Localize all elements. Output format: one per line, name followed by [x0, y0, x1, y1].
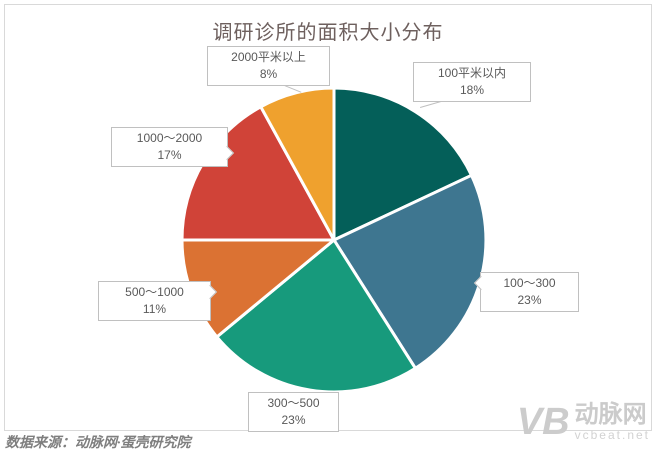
pie-label-percent: 23% — [517, 293, 542, 307]
pie-label-percent: 11% — [142, 302, 167, 316]
pie-slice[interactable] — [259, 86, 336, 242]
pie-label-2000-and-above: 2000平米以上 8% — [207, 46, 330, 86]
watermark-brand: 动脉网 — [574, 401, 647, 428]
pie-label-percent: 17% — [157, 148, 182, 162]
pie-label-text: 500～1000 — [125, 285, 184, 299]
pie-slice[interactable] — [215, 238, 417, 394]
pie-label-under-100: 100平米以内 18% — [413, 62, 531, 102]
pie-label-text: 300～500 — [267, 396, 320, 410]
pie-label-percent: 8% — [259, 67, 278, 81]
vcbeat-watermark: VB 动脉网 vcbeat.net — [516, 401, 650, 443]
pie-label-text: 1000～2000 — [136, 131, 203, 145]
data-source-note: 数据来源：动脉网·蛋壳研究院 — [5, 436, 191, 451]
pie-label-text: 100平米以内 — [437, 66, 507, 80]
chart-title: 调研诊所的面积大小分布 — [212, 22, 444, 44]
vb-logo-icon: VB — [516, 401, 570, 443]
pie-label-text: 100～300 — [503, 276, 556, 290]
pie-slice[interactable] — [332, 86, 473, 242]
watermark-site: vcbeat.net — [574, 428, 650, 442]
pie-label-percent: 23% — [281, 413, 306, 427]
pie-label-500-1000: 500～1000 11% — [98, 281, 218, 321]
pie-label-300-500: 300～500 23% — [248, 392, 339, 432]
pie-label-100-300: 100～300 23% — [473, 272, 579, 312]
pie-label-text: 2000平米以上 — [231, 50, 306, 64]
pie-label-percent: 18% — [459, 83, 485, 97]
pie-label-1000-2000: 1000～2000 17% — [111, 127, 235, 167]
